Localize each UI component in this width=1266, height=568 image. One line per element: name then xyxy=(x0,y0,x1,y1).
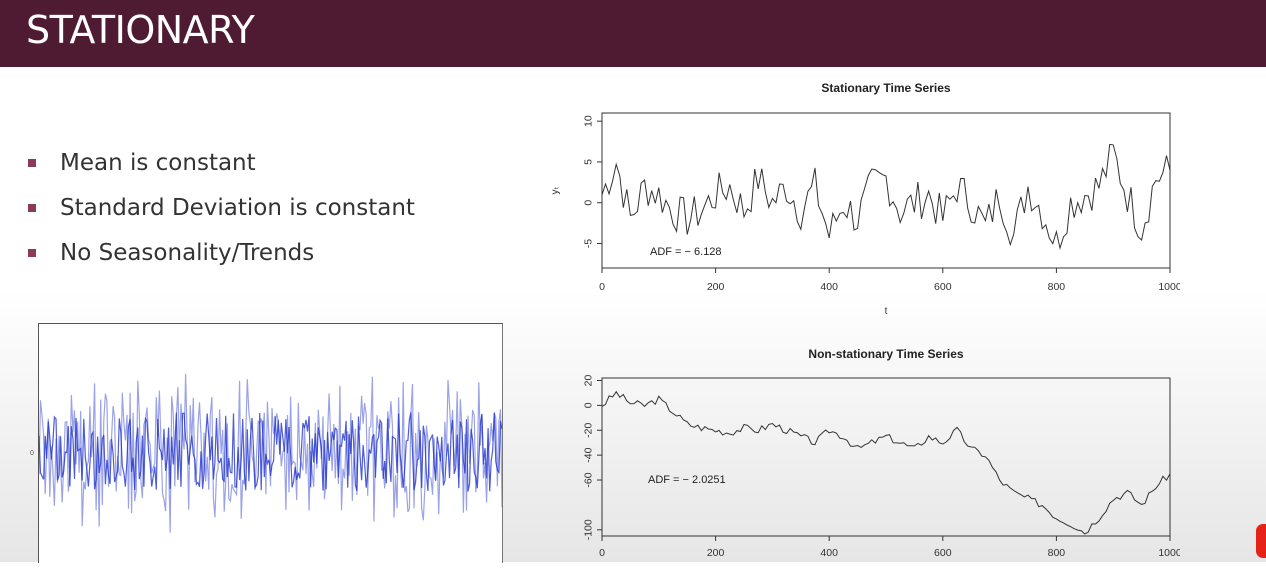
y-tick-label: 5 xyxy=(583,159,595,165)
x-tick-label: 600 xyxy=(934,281,952,293)
x-tick-label: 1000 xyxy=(1158,547,1180,559)
square-bullet-icon xyxy=(28,248,36,257)
x-tick-label: 1000 xyxy=(1158,281,1180,293)
noise-line-dark xyxy=(38,412,503,492)
y-tick-label: -40 xyxy=(583,447,595,462)
y-tick-label: 0 xyxy=(583,402,595,408)
y-tick-label: 20 xyxy=(583,374,595,386)
bullet-text: No Seasonality/Trends xyxy=(60,239,315,266)
bullet-text: Standard Deviation is constant xyxy=(60,194,415,221)
plot-frame xyxy=(601,377,1171,537)
y-tick-label: 10 xyxy=(583,115,595,127)
bullet-item: Standard Deviation is constant xyxy=(28,185,415,230)
x-tick-label: 600 xyxy=(934,547,952,559)
x-axis-label: t xyxy=(885,306,888,316)
x-tick-label: 400 xyxy=(820,547,838,559)
white-noise-chart xyxy=(38,323,503,563)
slide-title: STATIONARY xyxy=(26,8,255,52)
x-tick-label: 0 xyxy=(599,281,605,293)
chart-title: Stationary Time Series xyxy=(821,81,950,95)
x-tick-label: 200 xyxy=(707,547,725,559)
bullet-list: Mean is constant Standard Deviation is c… xyxy=(28,140,415,275)
adf-annotation: ADF = − 2.0251 xyxy=(648,474,726,486)
series-line xyxy=(601,390,1171,535)
x-tick-label: 800 xyxy=(1048,547,1066,559)
square-bullet-icon xyxy=(28,203,36,212)
y-tick-label: -100 xyxy=(583,519,595,540)
y-axis-label: yₜ xyxy=(550,186,561,194)
x-tick-label: 0 xyxy=(599,547,605,559)
noise-y-tick-label: 0 xyxy=(30,450,34,457)
stationary-chart: Stationary Time Series 0 200 400 600 800 1000 -… xyxy=(550,81,1180,316)
bullet-item: Mean is constant xyxy=(28,140,415,185)
subscribe-badge[interactable] xyxy=(1256,524,1266,558)
square-bullet-icon xyxy=(28,158,36,167)
y-tick-label: -5 xyxy=(583,239,595,248)
y-tick-label: -60 xyxy=(583,472,595,487)
x-tick-label: 200 xyxy=(707,281,725,293)
white-noise-plot xyxy=(38,373,503,533)
noise-line-light xyxy=(38,373,503,533)
x-tick-label: 400 xyxy=(820,281,838,293)
y-tick-label: -20 xyxy=(583,423,595,438)
plot-frame xyxy=(601,112,1171,269)
slide-header: STATIONARY xyxy=(0,0,1266,67)
series-line xyxy=(601,143,1171,251)
bullet-item: No Seasonality/Trends xyxy=(28,230,415,275)
chart-title: Non-stationary Time Series xyxy=(808,347,963,361)
x-tick-label: 800 xyxy=(1048,281,1066,293)
y-tick-label: 0 xyxy=(583,200,595,206)
adf-annotation: ADF = − 6.128 xyxy=(650,246,722,258)
bullet-text: Mean is constant xyxy=(60,149,256,176)
